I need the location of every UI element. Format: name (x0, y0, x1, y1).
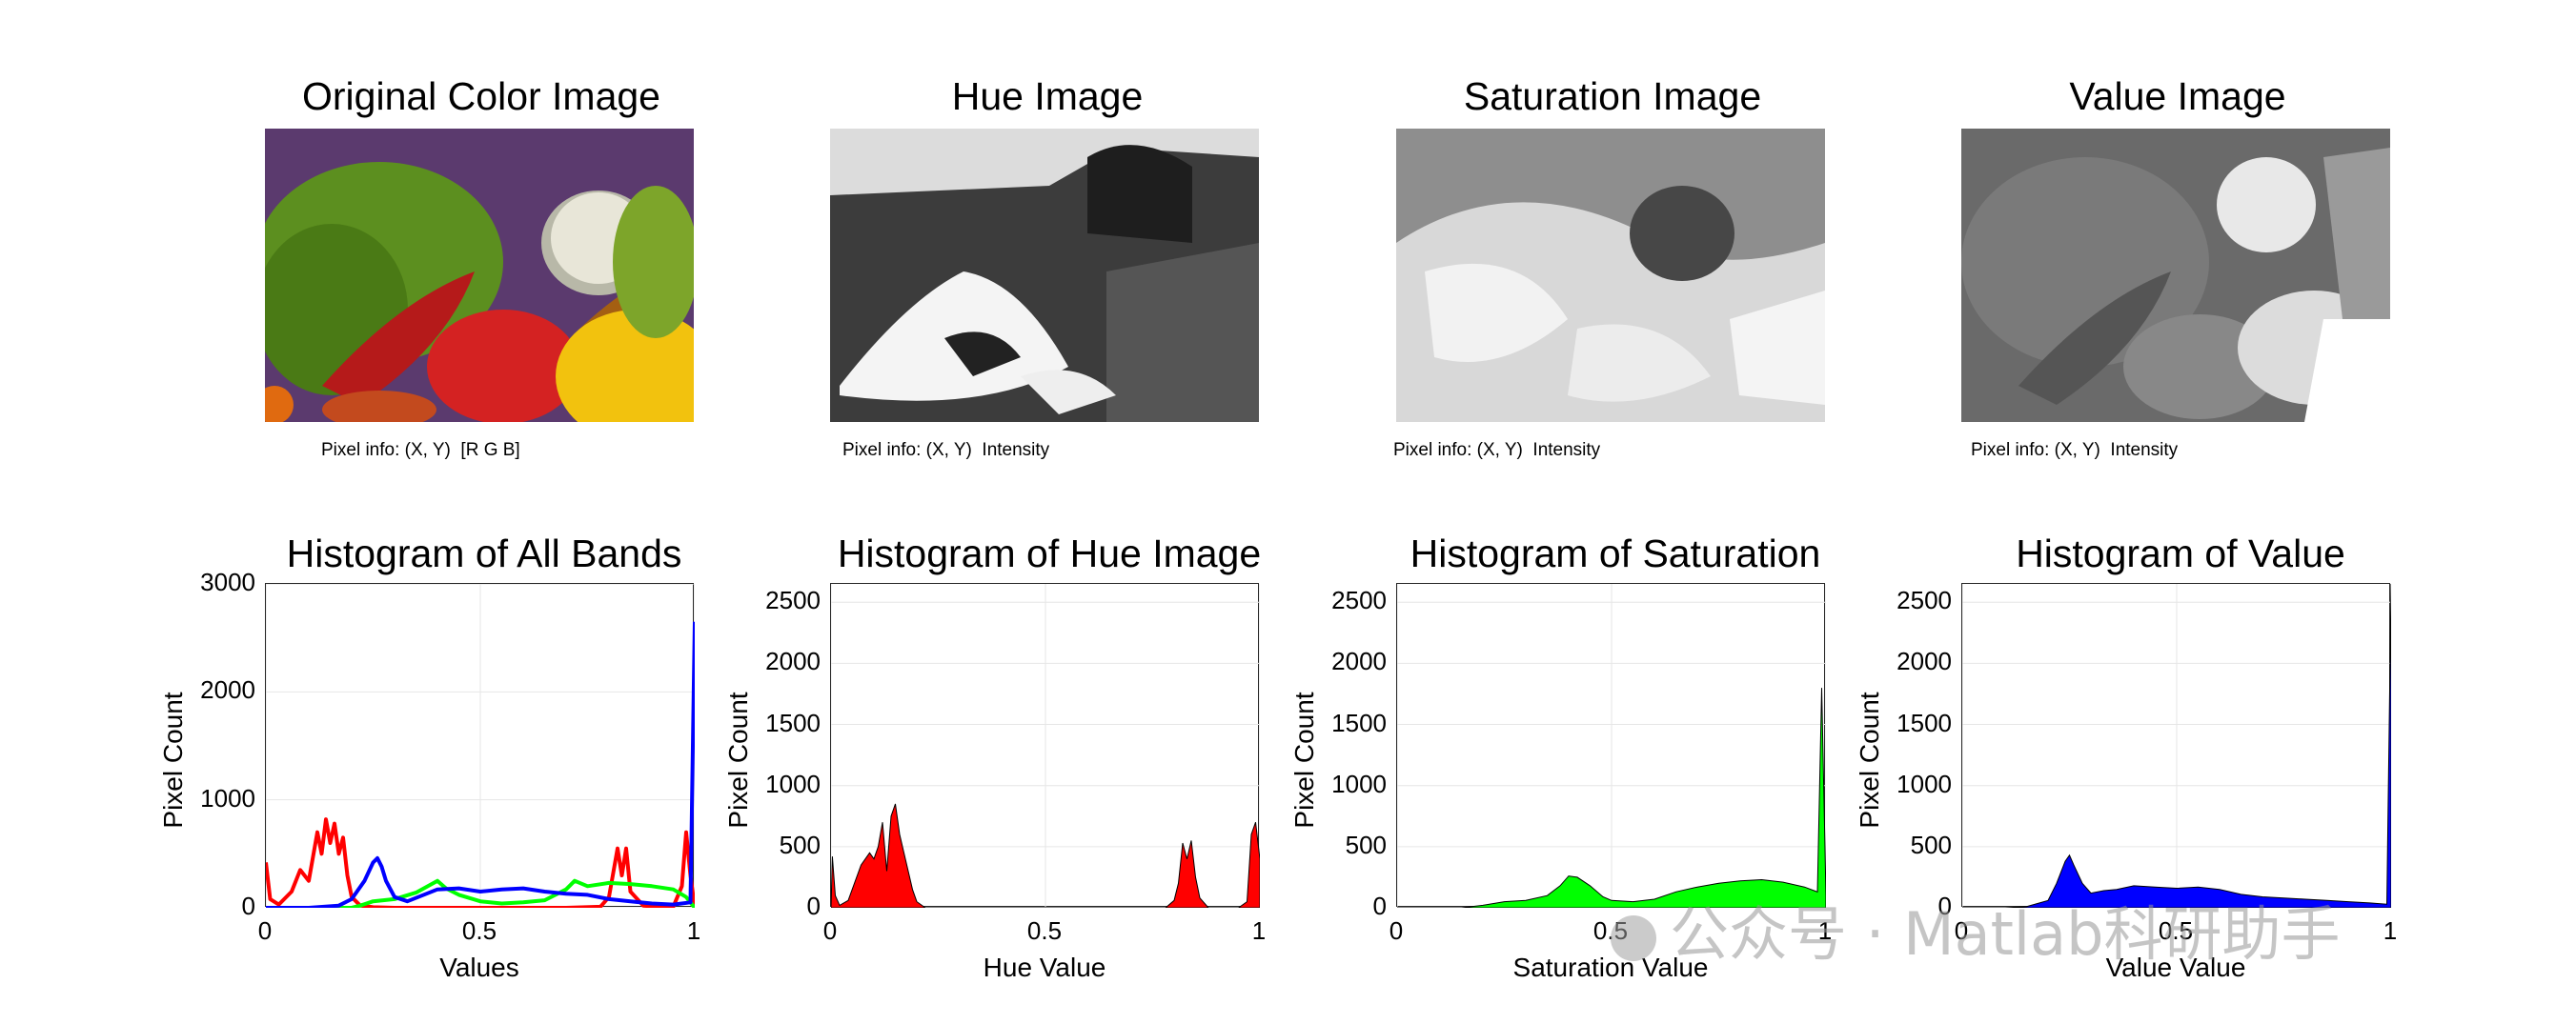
saturation-pixel-info: Pixel info: (X, Y) Intensity (1393, 440, 1601, 460)
hist-plot-1 (831, 584, 1260, 908)
saturation-image-title: Saturation Image (1463, 74, 1762, 118)
y-tick-label: 2000 (765, 647, 821, 676)
x-tick-label: 1 (1251, 916, 1267, 945)
hue-image-title: Hue Image (951, 74, 1144, 118)
all-bands-hist-title: Histogram of All Bands (286, 532, 682, 575)
y-tick-label: 0 (1937, 892, 1952, 920)
x-tick-label: 0 (1954, 916, 1969, 945)
hue-hist-title: Histogram of Hue Image (837, 532, 1262, 575)
value-hist-axes (1961, 583, 2391, 908)
y-tick-label: 2000 (200, 675, 255, 705)
hist-plot-3 (1962, 584, 2391, 908)
x-tick-label: 1 (2383, 916, 2398, 945)
hue-pixel-info: Pixel info: (X, Y) Intensity (842, 440, 1050, 460)
wechat-icon (1611, 914, 1656, 961)
y-tick-label: 2500 (765, 586, 821, 615)
value-ylabel: Pixel Count (1855, 692, 1884, 829)
x-tick-label: 1 (686, 916, 701, 945)
y-tick-label: 2500 (1897, 586, 1952, 615)
saturation-image (1396, 129, 1825, 422)
y-tick-label: 2000 (1331, 647, 1387, 676)
y-tick-label: 3000 (200, 568, 255, 596)
x-tick-label: 0 (822, 916, 838, 945)
series-line-blue (266, 621, 695, 908)
y-tick-label: 2500 (1331, 586, 1387, 615)
y-tick-label: 1500 (765, 708, 821, 737)
hist-plot-2 (1397, 584, 1826, 908)
series-area-green (1397, 688, 1826, 908)
hue-xlabel: Hue Value (983, 953, 1106, 982)
series-line-red (266, 817, 695, 908)
y-tick-label: 1000 (1331, 769, 1387, 798)
hue-ylabel: Pixel Count (723, 692, 753, 829)
saturation-xlabel: Saturation Value (1512, 953, 1709, 982)
hue-hist-axes (830, 583, 1260, 908)
y-tick-label: 2000 (1897, 647, 1952, 676)
y-tick-label: 0 (241, 892, 255, 920)
y-tick-label: 1000 (765, 769, 821, 798)
series-area-red (831, 803, 1260, 908)
y-tick-label: 1500 (1331, 708, 1387, 737)
hue-image (830, 129, 1259, 422)
x-tick-label: 0.5 (2158, 916, 2194, 945)
y-tick-label: 1500 (1897, 708, 1952, 737)
value-pixel-info: Pixel info: (X, Y) Intensity (1971, 440, 2179, 460)
x-tick-label: 0 (257, 916, 273, 945)
value-xlabel: Value Value (2105, 953, 2246, 982)
original-color-image (265, 129, 694, 422)
all-bands-xlabel: Values (439, 953, 519, 982)
series-area-blue (1962, 584, 2391, 908)
x-tick-label: 0.5 (1026, 916, 1063, 945)
x-tick-label: 1 (1817, 916, 1833, 945)
all-bands-hist-axes (265, 583, 695, 908)
y-tick-label: 500 (1910, 830, 1952, 859)
y-tick-label: 500 (779, 830, 821, 859)
y-tick-label: 1000 (1897, 769, 1952, 798)
original-image-title: Original Color Image (302, 74, 660, 118)
y-tick-label: 0 (806, 892, 821, 920)
y-tick-label: 0 (1372, 892, 1387, 920)
watermark-text: 公众号 · Matlab科研助手 (1670, 899, 2341, 969)
saturation-hist-axes (1396, 583, 1826, 908)
original-pixel-info: Pixel info: (X, Y) [R G B] (321, 440, 520, 460)
y-tick-label: 500 (1345, 830, 1387, 859)
y-tick-label: 1000 (200, 783, 255, 813)
hist-plot-0 (266, 584, 695, 908)
value-image (1961, 129, 2390, 422)
saturation-ylabel: Pixel Count (1289, 692, 1319, 829)
value-image-title: Value Image (2069, 74, 2286, 118)
watermark: 公众号 · Matlab科研助手 (1611, 886, 2341, 972)
x-tick-label: 0.5 (461, 916, 497, 945)
x-tick-label: 0 (1389, 916, 1404, 945)
series-line-green (266, 878, 695, 908)
